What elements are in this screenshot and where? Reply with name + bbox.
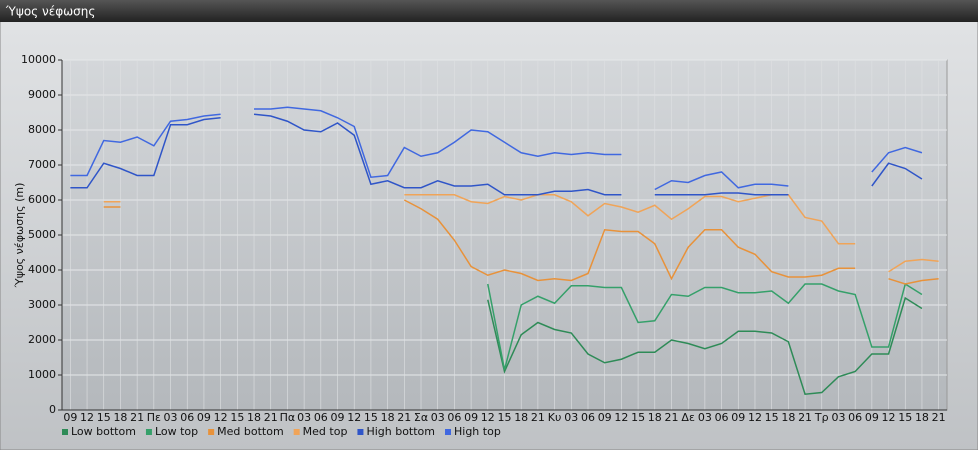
- x-tick-label: 09: [197, 411, 211, 424]
- y-tick-label: 6000: [28, 193, 56, 206]
- x-tick-label: 03: [164, 411, 178, 424]
- legend-swatch: [208, 429, 215, 435]
- title-bar: [0, 0, 978, 22]
- legend-swatch: [62, 429, 68, 435]
- x-tick-label: 09: [464, 411, 478, 424]
- series-line: [654, 171, 789, 191]
- legend-label: Med bottom: [217, 425, 284, 438]
- x-tick-label: 09: [63, 411, 77, 424]
- x-tick-label: 09: [598, 411, 612, 424]
- x-tick-label: 03: [431, 411, 445, 424]
- x-tick-label: 18: [381, 411, 395, 424]
- x-tick-label: 18: [247, 411, 261, 424]
- x-tick-label: 18: [648, 411, 662, 424]
- y-tick-label: 3000: [28, 298, 56, 311]
- series-line: [487, 282, 923, 370]
- x-tick-label: Πα: [280, 411, 296, 424]
- x-tick-label: 12: [347, 411, 361, 424]
- x-tick-label: 21: [664, 411, 678, 424]
- x-tick-label: 09: [731, 411, 745, 424]
- series-line: [888, 278, 939, 285]
- legend-swatch: [145, 429, 152, 435]
- y-tick-label: 1000: [28, 368, 56, 381]
- y-tick-label: 2000: [28, 333, 56, 346]
- x-tick-label: 18: [781, 411, 795, 424]
- x-tick-label: 03: [297, 411, 311, 424]
- x-tick-label: 12: [214, 411, 228, 424]
- x-tick-label: 09: [865, 411, 879, 424]
- y-tick-label: 5000: [28, 228, 56, 241]
- x-tick-label: 15: [97, 411, 111, 424]
- series-line: [888, 258, 939, 273]
- x-tick-label: Κυ: [548, 411, 562, 424]
- x-tick-label: 09: [331, 411, 345, 424]
- legend-label: Med top: [303, 425, 348, 438]
- series-line: [70, 113, 221, 177]
- window-title: Ύψος νέφωσης: [5, 5, 95, 19]
- series-line: [70, 117, 221, 189]
- x-tick-label: 03: [564, 411, 578, 424]
- series-line: [253, 113, 622, 196]
- x-tick-label: 06: [314, 411, 328, 424]
- x-tick-label: 12: [80, 411, 94, 424]
- y-tick-label: 10000: [21, 53, 56, 66]
- x-tick-label: Δε: [681, 411, 695, 424]
- series-line: [403, 199, 856, 282]
- y-tick-label: 0: [49, 403, 56, 416]
- series-line: [487, 296, 923, 396]
- legend-swatch: [357, 429, 364, 435]
- x-tick-label: 15: [765, 411, 779, 424]
- x-tick-label: 06: [848, 411, 862, 424]
- y-tick-label: 4000: [28, 263, 56, 276]
- legend-label: High top: [454, 425, 501, 438]
- x-tick-label: Τρ: [814, 411, 829, 424]
- x-tick-label: 15: [230, 411, 244, 424]
- x-tick-label: 12: [614, 411, 628, 424]
- x-tick-label: 18: [113, 411, 127, 424]
- x-tick-label: 12: [748, 411, 762, 424]
- x-tick-label: 15: [364, 411, 378, 424]
- x-tick-label: 21: [531, 411, 545, 424]
- series-line: [654, 192, 789, 196]
- x-tick-label: Πε: [147, 411, 161, 424]
- legend-label: Low top: [155, 425, 198, 438]
- x-tick-label: 06: [447, 411, 461, 424]
- x-tick-label: 21: [932, 411, 946, 424]
- x-tick-label: 18: [514, 411, 528, 424]
- x-tick-label: 15: [498, 411, 512, 424]
- x-tick-label: 21: [397, 411, 411, 424]
- series-line: [871, 162, 923, 187]
- legend-swatch: [293, 429, 300, 435]
- y-axis-label: Ύψος νέφωσης (m): [13, 183, 26, 289]
- series-line: [871, 146, 923, 173]
- x-tick-label: 06: [715, 411, 729, 424]
- legend-label: Low bottom: [71, 425, 136, 438]
- legend-swatch: [445, 429, 451, 435]
- x-tick-label: 03: [831, 411, 845, 424]
- x-tick-label: 15: [898, 411, 912, 424]
- x-tick-label: 15: [631, 411, 645, 424]
- x-tick-label: 21: [130, 411, 144, 424]
- x-tick-label: 06: [581, 411, 595, 424]
- x-tick-label: Σα: [414, 411, 428, 424]
- x-tick-label: 06: [180, 411, 194, 424]
- x-tick-label: 21: [264, 411, 278, 424]
- y-tick-label: 9000: [28, 88, 56, 101]
- x-tick-label: 12: [882, 411, 896, 424]
- x-tick-label: 18: [915, 411, 929, 424]
- x-tick-label: 12: [481, 411, 495, 424]
- y-tick-label: 7000: [28, 158, 56, 171]
- x-tick-label: 21: [798, 411, 812, 424]
- x-tick-label: 03: [698, 411, 712, 424]
- series-line: [254, 106, 622, 179]
- y-tick-label: 8000: [28, 123, 56, 136]
- legend-label: High bottom: [366, 425, 435, 438]
